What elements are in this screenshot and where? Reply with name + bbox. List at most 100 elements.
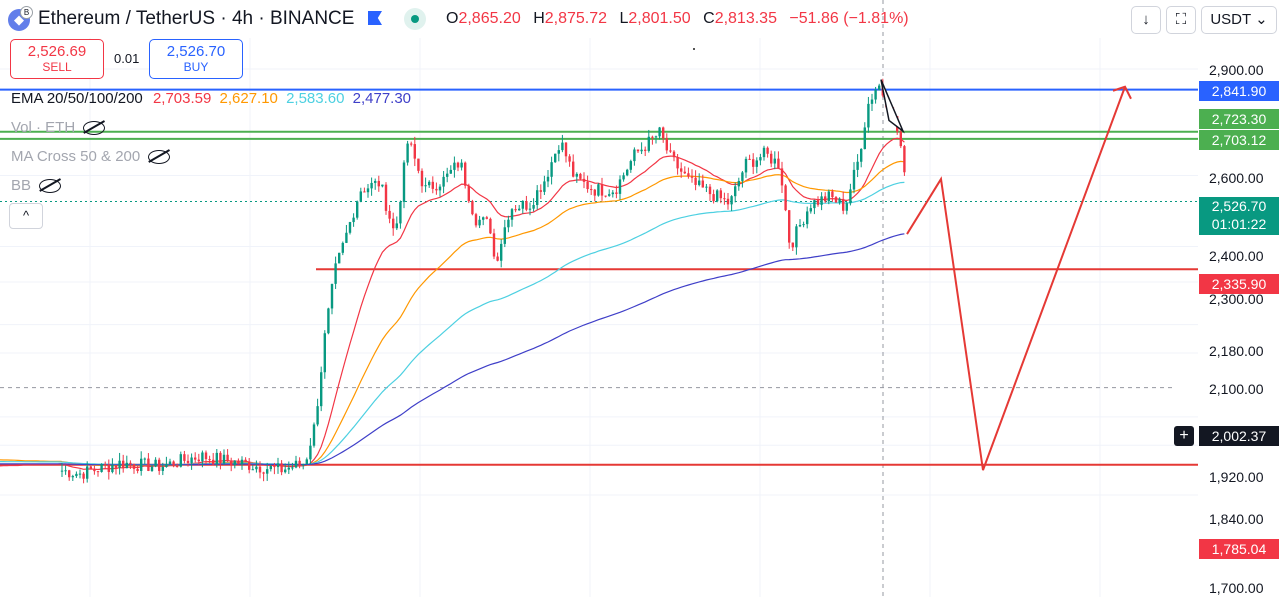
open-value: 2,865.20 <box>458 10 521 27</box>
quantity-value[interactable]: 0.01 <box>114 51 140 66</box>
ema-legend[interactable]: EMA 20/50/100/200 2,703.59 2,627.10 2,58… <box>11 90 411 107</box>
candle-body <box>590 189 593 191</box>
candle-body <box>125 462 128 469</box>
bb-legend[interactable]: BB <box>11 177 62 194</box>
vol-legend[interactable]: Vol · ETH <box>11 119 106 136</box>
flag-icon[interactable] <box>368 11 382 25</box>
candle-body <box>532 205 535 209</box>
candle-body <box>651 136 654 138</box>
green-level-tag[interactable]: 2,723.30 <box>1199 109 1279 129</box>
collapse-legend-button[interactable]: ^ <box>9 203 43 229</box>
ma-cross-label: MA Cross 50 & 200 <box>11 148 141 165</box>
candle-body <box>89 466 92 470</box>
candle-body <box>737 180 740 187</box>
exchange-badge-icon: B <box>20 6 33 19</box>
candle-body <box>338 252 341 264</box>
candle-body <box>266 469 269 474</box>
candle-body <box>244 459 247 462</box>
candle-body <box>363 191 366 193</box>
candle-body <box>395 223 398 229</box>
candle-body <box>114 465 118 468</box>
candle-body <box>485 217 488 219</box>
candle-body <box>165 464 168 468</box>
red-level-tag[interactable]: 2,335.90 <box>1199 274 1279 294</box>
candle-body <box>755 160 758 167</box>
candle-body <box>845 203 848 211</box>
candle-body <box>330 283 334 309</box>
change-value: −51.86 (−1.81%) <box>789 10 909 27</box>
candle-body <box>665 138 668 151</box>
candle-body <box>766 147 769 154</box>
buy-button[interactable]: 2,526.70 BUY <box>149 39 243 79</box>
candle-body <box>86 466 89 479</box>
ma-cross-legend[interactable]: MA Cross 50 & 200 <box>11 148 171 165</box>
candle-body <box>323 333 326 373</box>
candle-body <box>78 473 82 475</box>
current-price-tag[interactable]: 2,526.70 01:01:22 <box>1199 197 1279 235</box>
tick-label: 2,100.00 <box>1209 381 1264 397</box>
eye-hidden-icon[interactable] <box>39 179 62 194</box>
candle-body <box>827 191 830 202</box>
candle-body <box>856 161 859 170</box>
fullscreen-button[interactable]: ⛶ <box>1166 6 1196 34</box>
red-level-tag[interactable]: 1,785.04 <box>1199 539 1279 559</box>
candle-body <box>161 467 164 471</box>
download-button[interactable]: ↓ <box>1131 6 1161 34</box>
candle-body <box>464 162 467 186</box>
candle-body <box>507 219 510 228</box>
candle-body <box>453 162 456 170</box>
candle-body <box>572 161 575 177</box>
candle-body <box>194 457 197 460</box>
candle-body <box>251 469 254 471</box>
symbol-title[interactable]: Ethereum / TetherUS · 4h · BINANCE <box>38 8 355 29</box>
candle-body <box>269 465 272 470</box>
candle-body <box>784 185 787 211</box>
green-level-tag[interactable]: 2,703.12 <box>1199 130 1279 150</box>
market-status-icon[interactable] <box>404 8 426 30</box>
candle-body <box>712 194 715 202</box>
chart-header: ◆ B Ethereum / TetherUS · 4h · BINANCE O… <box>0 0 1280 38</box>
eye-hidden-icon[interactable] <box>148 150 171 165</box>
candle-body <box>482 217 485 220</box>
candle-body <box>471 201 474 215</box>
candle-body <box>406 143 409 163</box>
eye-hidden-icon[interactable] <box>83 121 106 136</box>
candle-body <box>492 233 496 257</box>
candle-body <box>93 469 96 472</box>
candle-body <box>557 150 560 154</box>
candle-body <box>118 460 121 468</box>
candle-body <box>546 176 550 182</box>
candle-body <box>410 143 413 145</box>
drawn-triangle <box>880 79 905 134</box>
candle-body <box>107 464 110 473</box>
candle-body <box>690 176 694 178</box>
candle-body <box>748 158 751 160</box>
candle-body <box>273 465 276 468</box>
candle-body <box>104 463 107 465</box>
candle-body <box>863 127 866 150</box>
sell-button[interactable]: 2,526.69 SELL <box>10 39 104 79</box>
plus-icon[interactable]: + <box>1174 426 1194 446</box>
candle-body <box>824 196 827 202</box>
candle-body <box>611 192 614 195</box>
currency-select[interactable]: USDT ⌄ <box>1201 6 1277 34</box>
current-price: 2,526.70 <box>1211 198 1267 214</box>
candle-body <box>798 224 802 227</box>
tick-label: 1,920.00 <box>1209 469 1264 485</box>
candle-body <box>294 460 298 468</box>
candle-body <box>255 466 258 470</box>
blue-level-tag[interactable]: 2,841.90 <box>1199 81 1279 101</box>
candle-body <box>381 184 384 187</box>
candle-body <box>593 189 596 196</box>
candle-body <box>158 459 161 471</box>
candle-body <box>186 460 190 463</box>
candle-body <box>705 186 708 188</box>
candle-body <box>683 171 686 174</box>
candle-body <box>284 469 287 473</box>
candle-body <box>608 194 611 196</box>
high-value: 2,875.72 <box>544 10 608 27</box>
candle-body <box>644 149 647 151</box>
ema100-value: 2,583.60 <box>286 90 345 107</box>
